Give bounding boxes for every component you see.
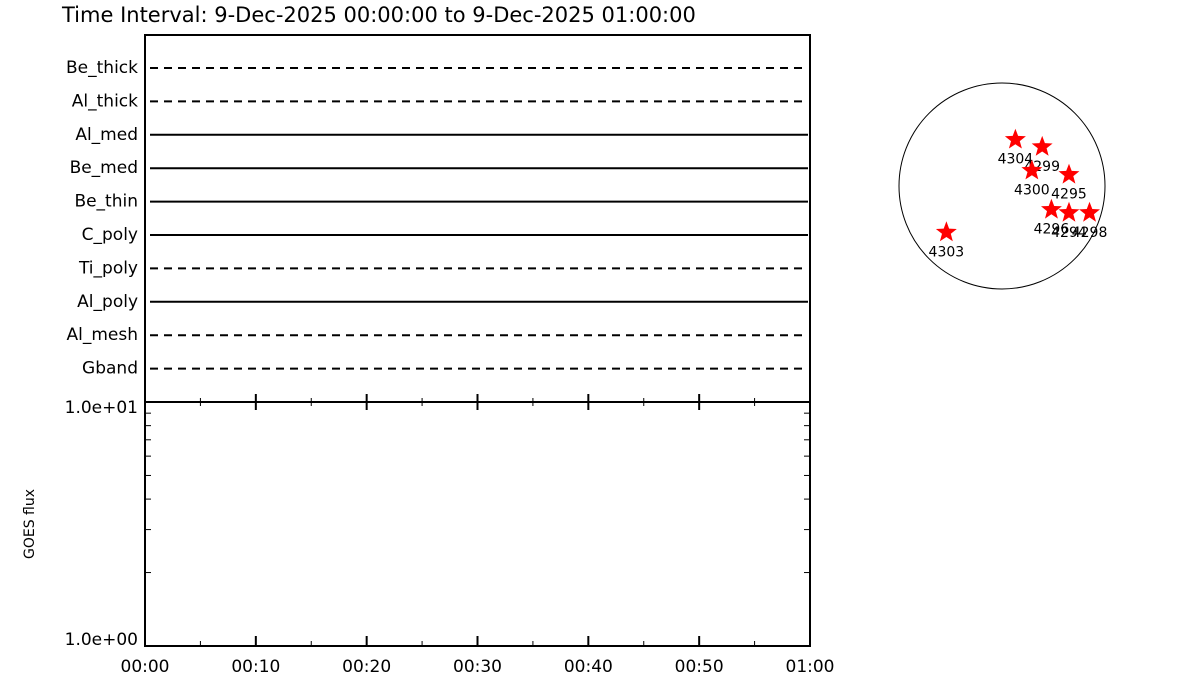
filter-label: Al_thick [72,91,138,111]
filter-label: Ti_poly [78,258,138,278]
active-region [935,221,957,242]
solar-disk [898,82,1106,290]
filter-label: Be_med [70,158,138,178]
filter-label: Be_thick [66,58,138,78]
active-region [1058,163,1080,184]
filter-label: C_poly [82,225,138,245]
x-tick-label: 00:10 [231,657,280,677]
active-region [1004,128,1026,149]
x-tick-label: 01:00 [786,657,835,677]
active-region-label: 4294 [1051,225,1087,241]
active-region-label: 4303 [929,244,965,260]
active-region [1041,198,1062,219]
active-region [1058,201,1080,222]
active-region-label: 4304 [998,152,1034,168]
y-tick-label: 1.0e+01 [65,398,138,418]
filter-frame [144,34,811,403]
x-tick-label: 00:30 [453,657,502,677]
y-axis-label: GOES flux [22,489,38,559]
active-region [1079,201,1100,222]
x-tick-label: 00:50 [675,657,724,677]
x-tick-label: 00:00 [121,657,170,677]
active-region-label: 4300 [1014,183,1050,199]
filter-label: Al_mesh [66,325,138,345]
filter-label: Al_poly [77,292,138,312]
active-region [1031,135,1053,156]
active-region-label: 4295 [1051,187,1087,203]
filter-label: Be_thin [74,192,138,212]
filter-label: Al_med [75,125,138,145]
title: Time Interval: 9-Dec-2025 00:00:00 to 9-… [61,3,696,27]
x-tick-label: 00:40 [564,657,613,677]
filter-label: Gband [82,359,138,379]
active-region-label: 4296 [1034,222,1070,238]
goes-frame [144,401,811,647]
x-tick-label: 00:20 [342,657,391,677]
y-tick-label: 1.0e+00 [65,630,138,650]
active-region [1021,159,1043,180]
active-region-label: 4298 [1072,225,1108,241]
